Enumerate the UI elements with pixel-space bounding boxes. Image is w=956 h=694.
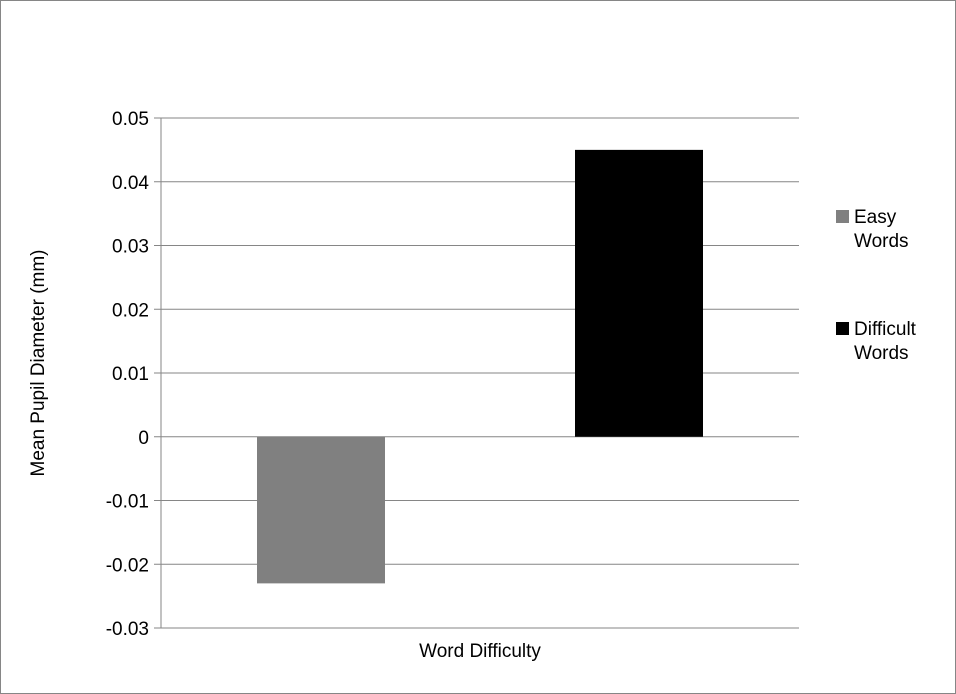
y-tick-label: 0.03 [112, 237, 149, 258]
legend-swatch [836, 322, 849, 335]
legend-label-line: Difficult [854, 319, 917, 340]
y-tick-label: -0.02 [106, 555, 149, 576]
y-tick-label: 0.02 [112, 300, 149, 321]
legend: Easy Words Difficult Words [836, 207, 917, 364]
y-axis-ticks: 0.05 0.04 0.03 0.02 0.01 0 -0.01 -0.02 -0.03 [106, 109, 150, 640]
y-tick-label: 0.04 [112, 173, 149, 194]
x-axis-title: Word Difficulty [419, 641, 541, 662]
y-tick-label: -0.03 [106, 619, 149, 640]
y-tick-label: -0.01 [106, 492, 149, 513]
bar-difficult-words [575, 149, 703, 437]
y-tick-label: 0 [138, 428, 149, 449]
y-tick-label: 0.01 [112, 364, 149, 385]
y-axis-title: Mean Pupil Diameter (mm) [28, 250, 49, 477]
legend-item: Easy Words [836, 207, 909, 252]
legend-item: Difficult Words [836, 319, 917, 364]
bars [257, 149, 703, 584]
bar-easy-words [257, 436, 385, 584]
y-tick-label: 0.05 [112, 109, 149, 130]
legend-swatch [836, 210, 849, 223]
legend-label: Easy Words [854, 207, 909, 252]
legend-label-line: Easy [854, 207, 897, 228]
legend-label: Difficult Words [854, 319, 917, 364]
legend-label-line: Words [854, 343, 909, 364]
legend-label-line: Words [854, 231, 909, 252]
